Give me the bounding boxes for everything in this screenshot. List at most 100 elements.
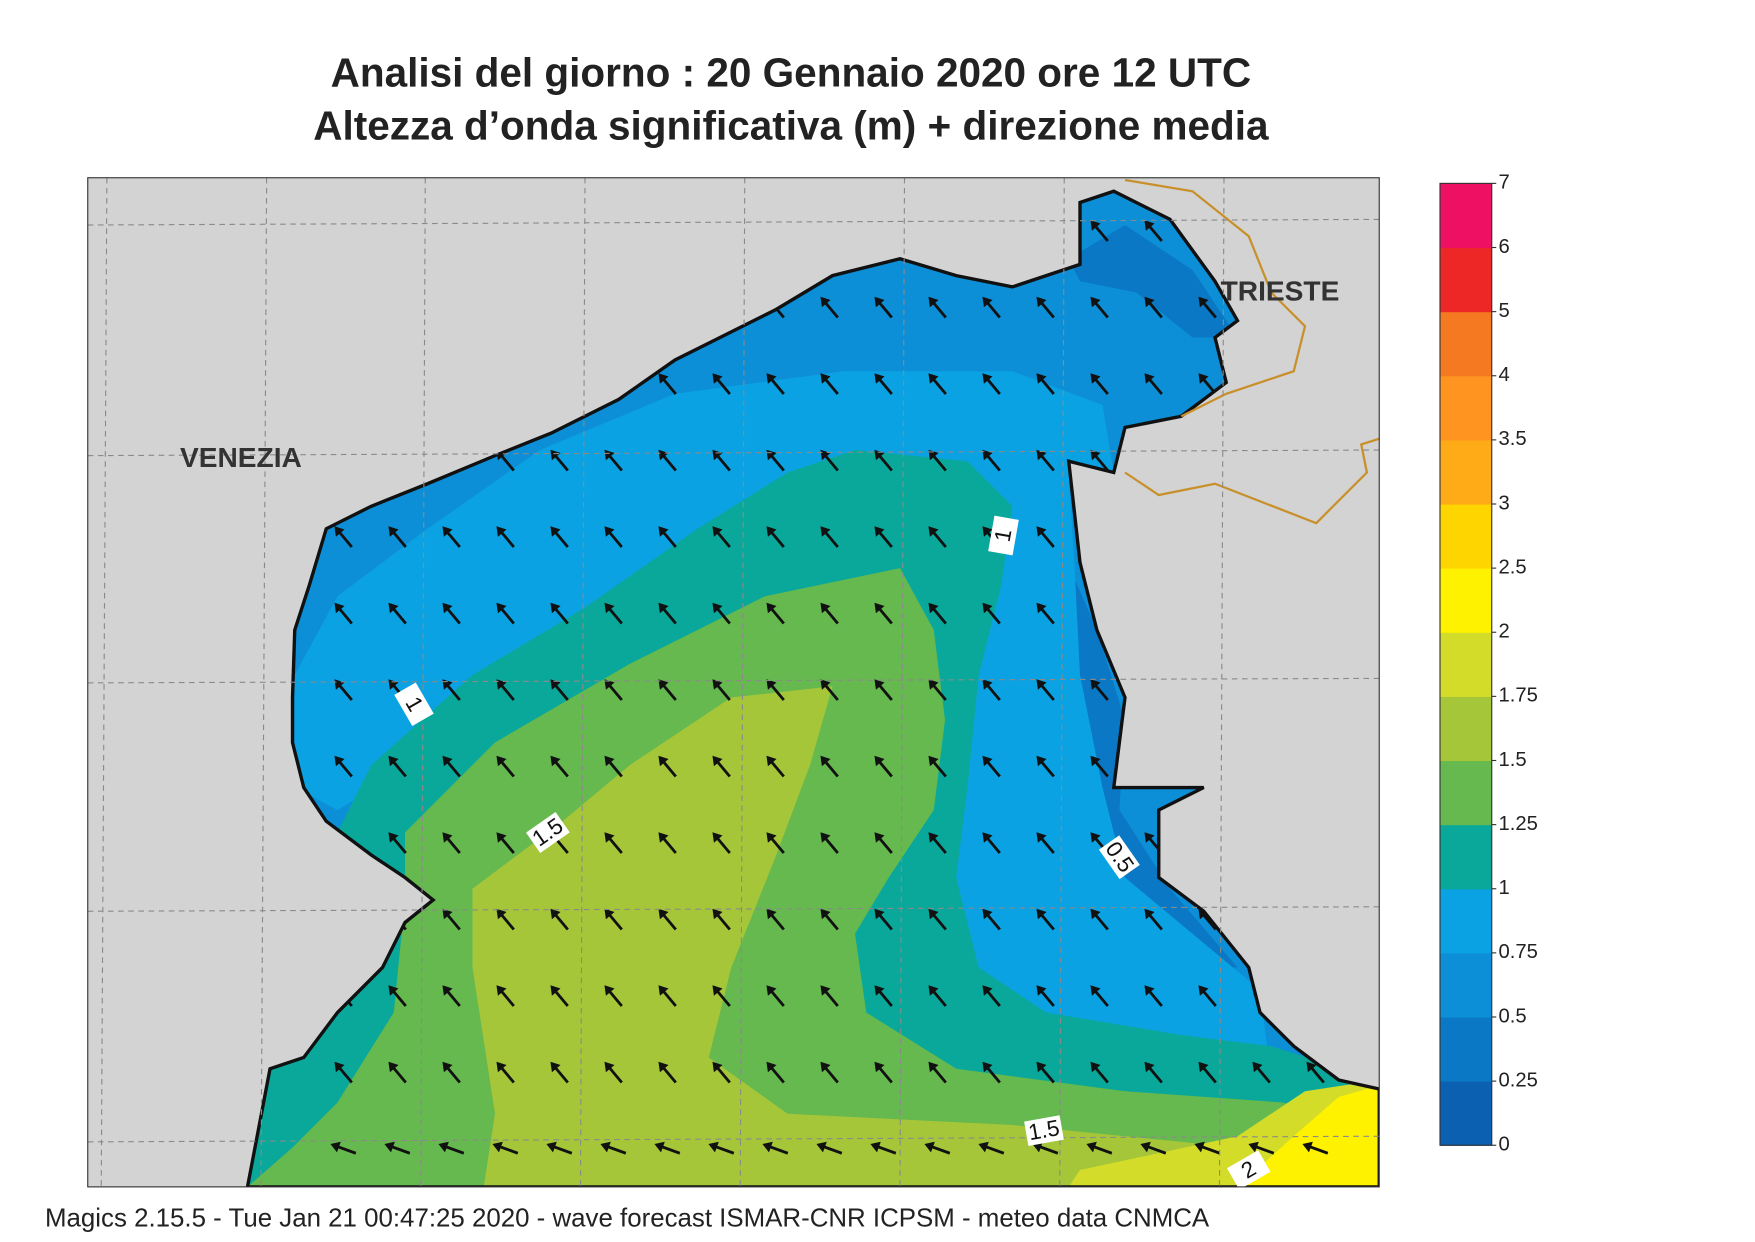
arrow [982, 373, 1001, 395]
arrow-head [330, 1141, 341, 1153]
map: VENEZIA TRIESTE 111.50.51.52 [87, 177, 1380, 1187]
arrow-head [820, 602, 831, 614]
arrow-head [496, 832, 507, 843]
arrow [496, 755, 515, 778]
arrow-head [384, 1141, 395, 1153]
arrow-head [334, 755, 345, 767]
arrow-head [550, 1061, 561, 1073]
arrow-head [658, 373, 669, 384]
arrow [1144, 220, 1163, 242]
arrow-head [712, 373, 723, 384]
arrow [766, 755, 785, 778]
arrow [820, 679, 839, 701]
arrow-head [1090, 908, 1101, 920]
arrow-head [982, 755, 993, 767]
zone-150 [472, 686, 1380, 1187]
arrow [1036, 526, 1055, 548]
arrow [874, 296, 893, 319]
arrow-head [874, 373, 885, 384]
arrow-head [820, 1061, 831, 1073]
arrow [820, 296, 839, 319]
arrow [388, 755, 407, 778]
contour-label-text: 1.5 [1026, 1115, 1061, 1145]
colorbar-segment [1440, 311, 1492, 377]
arrow-head [766, 1061, 777, 1073]
arrow [496, 602, 515, 625]
map-frame [87, 177, 1380, 1188]
arrow [604, 1061, 623, 1084]
arrow-head [766, 602, 777, 614]
border [1124, 437, 1380, 525]
arrow [928, 679, 947, 701]
arrow-head [708, 1141, 719, 1153]
arrow-head [1036, 832, 1047, 843]
arrow [658, 449, 677, 472]
arrow-head [712, 985, 723, 996]
arrow [712, 908, 731, 931]
arrow-head [442, 908, 453, 920]
arrow-head [388, 1061, 399, 1073]
arrow-head [496, 1061, 507, 1073]
arrow [928, 602, 947, 625]
arrow-head [604, 602, 615, 614]
arrow-head [874, 526, 885, 537]
arrow-head [1198, 373, 1209, 384]
arrow [334, 526, 353, 548]
arrow-head [1090, 296, 1101, 308]
arrow-head [334, 602, 345, 614]
arrow [874, 755, 893, 778]
arrow-head [1036, 526, 1047, 537]
arrow-head [442, 832, 453, 843]
arrow-head [1198, 985, 1209, 996]
arrow-head [600, 1141, 611, 1153]
colorbar-segment [1440, 632, 1492, 697]
arrow-head [442, 526, 453, 537]
arrow [330, 1141, 357, 1155]
arrow-head [1090, 220, 1101, 231]
arrow [604, 755, 623, 778]
contour-label: 1.5 [1024, 1115, 1064, 1146]
colorbar-label: 7 [1499, 172, 1510, 194]
arrow [820, 602, 839, 625]
colorbar-segment [1440, 1081, 1492, 1146]
arrow [442, 1061, 461, 1084]
arrow-head [442, 602, 453, 614]
arrow [604, 985, 623, 1007]
arrow [1090, 985, 1109, 1007]
colorbar-label: 2 [1499, 621, 1510, 643]
arrow [982, 755, 1001, 778]
arrow [1090, 220, 1109, 242]
arrow-head [982, 296, 993, 308]
arrow-head [982, 679, 993, 690]
arrow [658, 1061, 677, 1084]
arrow [820, 373, 839, 395]
arrow-head [1036, 296, 1047, 308]
arrow-head [712, 602, 723, 614]
colorbar-label: 5 [1499, 300, 1510, 322]
arrow-head [550, 985, 561, 996]
arrow [388, 985, 407, 1007]
arrow [1198, 985, 1217, 1007]
arrow-head [874, 602, 885, 614]
arrow [870, 1141, 897, 1155]
arrow-head [496, 526, 507, 537]
contour-label-bg [1024, 1115, 1064, 1146]
arrow-head [1144, 985, 1155, 996]
arrow-head [496, 985, 507, 996]
arrow-head [654, 1141, 665, 1153]
arrow-head [820, 755, 831, 767]
arrow [550, 755, 569, 778]
arrow-head [762, 1141, 773, 1153]
arrow [1144, 296, 1163, 319]
arrow [1144, 908, 1163, 931]
arrow [438, 1141, 465, 1155]
arrow [550, 908, 569, 931]
arrow [1248, 1141, 1275, 1155]
arrow-head [1036, 373, 1047, 384]
arrow [1144, 985, 1163, 1007]
arrow [928, 832, 947, 854]
arrow [334, 1061, 353, 1084]
arrow-head [928, 373, 939, 384]
arrow [1198, 1061, 1217, 1084]
arrow-head [658, 1061, 669, 1073]
